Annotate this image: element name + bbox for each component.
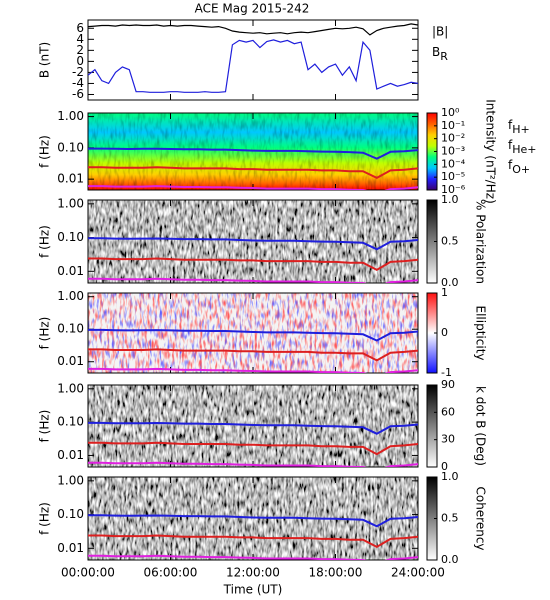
colorbar-tick-label: 0 — [441, 460, 448, 473]
y-axis-label: f (Hz) — [38, 317, 52, 350]
colorbar-tick-label: 10⁻³ — [441, 145, 465, 158]
y-tick-label: 1.00 — [57, 473, 84, 487]
y-axis-label: f (Hz) — [38, 502, 52, 535]
chart-title: ACE Mag 2015-242 — [195, 2, 310, 16]
colorbar-tick-label: 10⁻⁵ — [441, 170, 465, 183]
data-line — [88, 147, 418, 160]
y-tick-label: 1.00 — [57, 381, 84, 395]
x-tick-label: 00:00:00 — [61, 566, 115, 580]
y-tick-label: 1.00 — [57, 289, 84, 303]
y-tick-label: 0.01 — [57, 448, 84, 462]
y-tick-label: 1.00 — [57, 109, 84, 123]
y-tick-label: -2 — [72, 65, 84, 79]
colorbar-tick-label: -1 — [441, 366, 452, 379]
y-tick-label: 0.10 — [57, 322, 84, 336]
data-line — [88, 421, 418, 435]
y-tick-label: 0.01 — [57, 541, 84, 555]
colorbar-tick-label: 0.0 — [441, 276, 459, 289]
colorbar-label: Coherency — [474, 486, 488, 550]
colorbar-tick-label: 90 — [441, 378, 455, 391]
colorbar-tick-label: 60 — [441, 405, 455, 418]
colorbar-tick-label: 1.0 — [441, 193, 459, 206]
y-tick-label: 0.10 — [57, 507, 84, 521]
colorbar — [426, 384, 438, 468]
colorbar-tick-label: 0.5 — [441, 512, 459, 525]
colorbar-tick-label: 10⁻¹ — [441, 119, 465, 132]
colorbar-tick-label: 1.0 — [441, 470, 459, 483]
colorbar-tick-label: 30 — [441, 433, 455, 446]
data-line — [88, 277, 418, 283]
colorbar-tick-label: 10⁻² — [441, 132, 465, 145]
data-line — [88, 534, 418, 549]
y-tick-label: 2 — [76, 43, 84, 57]
x-tick-label: 18:00:00 — [309, 566, 363, 580]
x-tick-label: 12:00:00 — [226, 566, 280, 580]
colorbar-label: k dot B (Deg) — [474, 386, 488, 466]
data-line — [88, 166, 418, 180]
data-line — [88, 367, 418, 373]
colorbar-tick-label: 10⁰ — [441, 106, 460, 119]
data-line — [88, 39, 418, 93]
y-axis-label: f (Hz) — [38, 135, 52, 168]
plot-frame — [87, 19, 419, 101]
colorbar-label: % Polarization — [474, 199, 488, 284]
y-axis-label: f (Hz) — [38, 225, 52, 258]
data-line — [88, 441, 418, 456]
legend-entry: BR — [432, 45, 448, 64]
data-line — [88, 461, 418, 467]
colorbar-tick-label: 10⁻⁴ — [441, 157, 466, 170]
y-tick-label: 4 — [76, 32, 84, 46]
data-line — [88, 185, 418, 190]
y-tick-label: 0.10 — [57, 415, 84, 429]
y-tick-label: 0.01 — [57, 172, 84, 186]
data-line — [88, 328, 418, 342]
x-tick-label: 24:00:00 — [391, 566, 445, 580]
colorbar-label: Intensity (nT²/Hz) — [484, 99, 498, 204]
colorbar-tick-label: 0.5 — [441, 235, 459, 248]
y-tick-label: 0.01 — [57, 264, 84, 278]
y-axis-label: B (nT) — [38, 42, 52, 78]
x-tick-label: 06:00:00 — [144, 566, 198, 580]
data-line — [88, 257, 418, 272]
data-line — [88, 237, 418, 251]
y-tick-label: 1.00 — [57, 196, 84, 210]
x-axis-label: Time (UT) — [223, 583, 283, 597]
legend-entry: fO+ — [508, 158, 530, 177]
legend-entry: |B| — [432, 25, 448, 39]
y-tick-label: 0.10 — [57, 140, 84, 154]
colorbar-tick-label: 10⁻⁶ — [441, 183, 466, 196]
colorbar-tick-label: 1 — [441, 286, 448, 299]
y-tick-label: 0.10 — [57, 230, 84, 244]
y-tick-label: -4 — [72, 76, 84, 90]
data-line — [88, 514, 418, 528]
y-axis-label: f (Hz) — [38, 410, 52, 443]
colorbar-tick-label: 0.0 — [441, 553, 459, 566]
colorbar-label: Ellipticity — [474, 306, 488, 361]
y-tick-label: 0.01 — [57, 354, 84, 368]
colorbar-tick-label: 0 — [441, 326, 448, 339]
legend-entry: fHe+ — [508, 138, 537, 157]
legend-entry: fH+ — [508, 118, 530, 137]
data-line — [88, 23, 418, 36]
y-tick-label: 6 — [76, 21, 84, 35]
y-tick-label: -6 — [72, 87, 84, 101]
y-tick-label: 0 — [76, 54, 84, 68]
data-line — [88, 348, 418, 362]
data-line — [88, 554, 418, 560]
